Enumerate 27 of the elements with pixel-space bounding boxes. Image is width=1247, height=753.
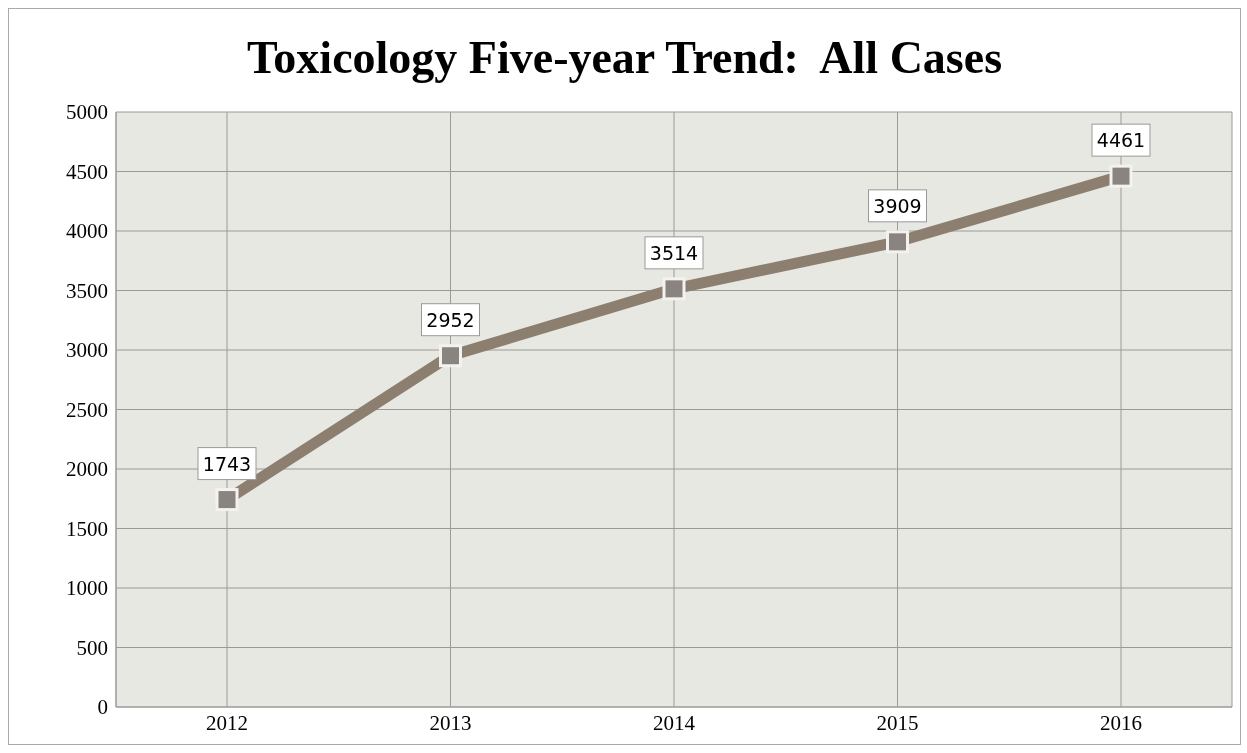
data-label: 4461 (1096, 129, 1146, 152)
y-tick-label: 3000 (66, 338, 108, 363)
y-tick-label: 1500 (66, 516, 108, 541)
y-tick-label: 2500 (66, 397, 108, 422)
x-tick-label: 2013 (429, 710, 472, 735)
y-tick-label: 4000 (66, 219, 108, 244)
point (215, 488, 239, 512)
y-tick-label: 500 (76, 635, 108, 660)
data-label: 2952 (426, 308, 475, 331)
x-tick-label: 2016 (1100, 710, 1142, 735)
x-tick-label: 2014 (653, 710, 696, 735)
y-tick-label: 2000 (66, 457, 108, 482)
data-label: 1743 (202, 452, 252, 475)
y-tick-label: 5000 (66, 100, 108, 125)
x-tick-label: 2012 (206, 710, 248, 735)
chart-title: Toxicology Five-year Trend: All Cases (245, 31, 1004, 84)
y-tick-label: 3500 (66, 278, 108, 303)
point (662, 277, 686, 301)
point (886, 230, 909, 254)
point (439, 344, 462, 368)
y-tick-label: 0 (97, 695, 108, 720)
data-label: 3514 (649, 241, 699, 264)
y-tick-label: 4500 (66, 159, 108, 184)
data-label: 3909 (873, 194, 922, 217)
point (1109, 164, 1133, 188)
y-tick-label: 1000 (66, 576, 108, 601)
x-tick-label: 2015 (876, 710, 919, 735)
